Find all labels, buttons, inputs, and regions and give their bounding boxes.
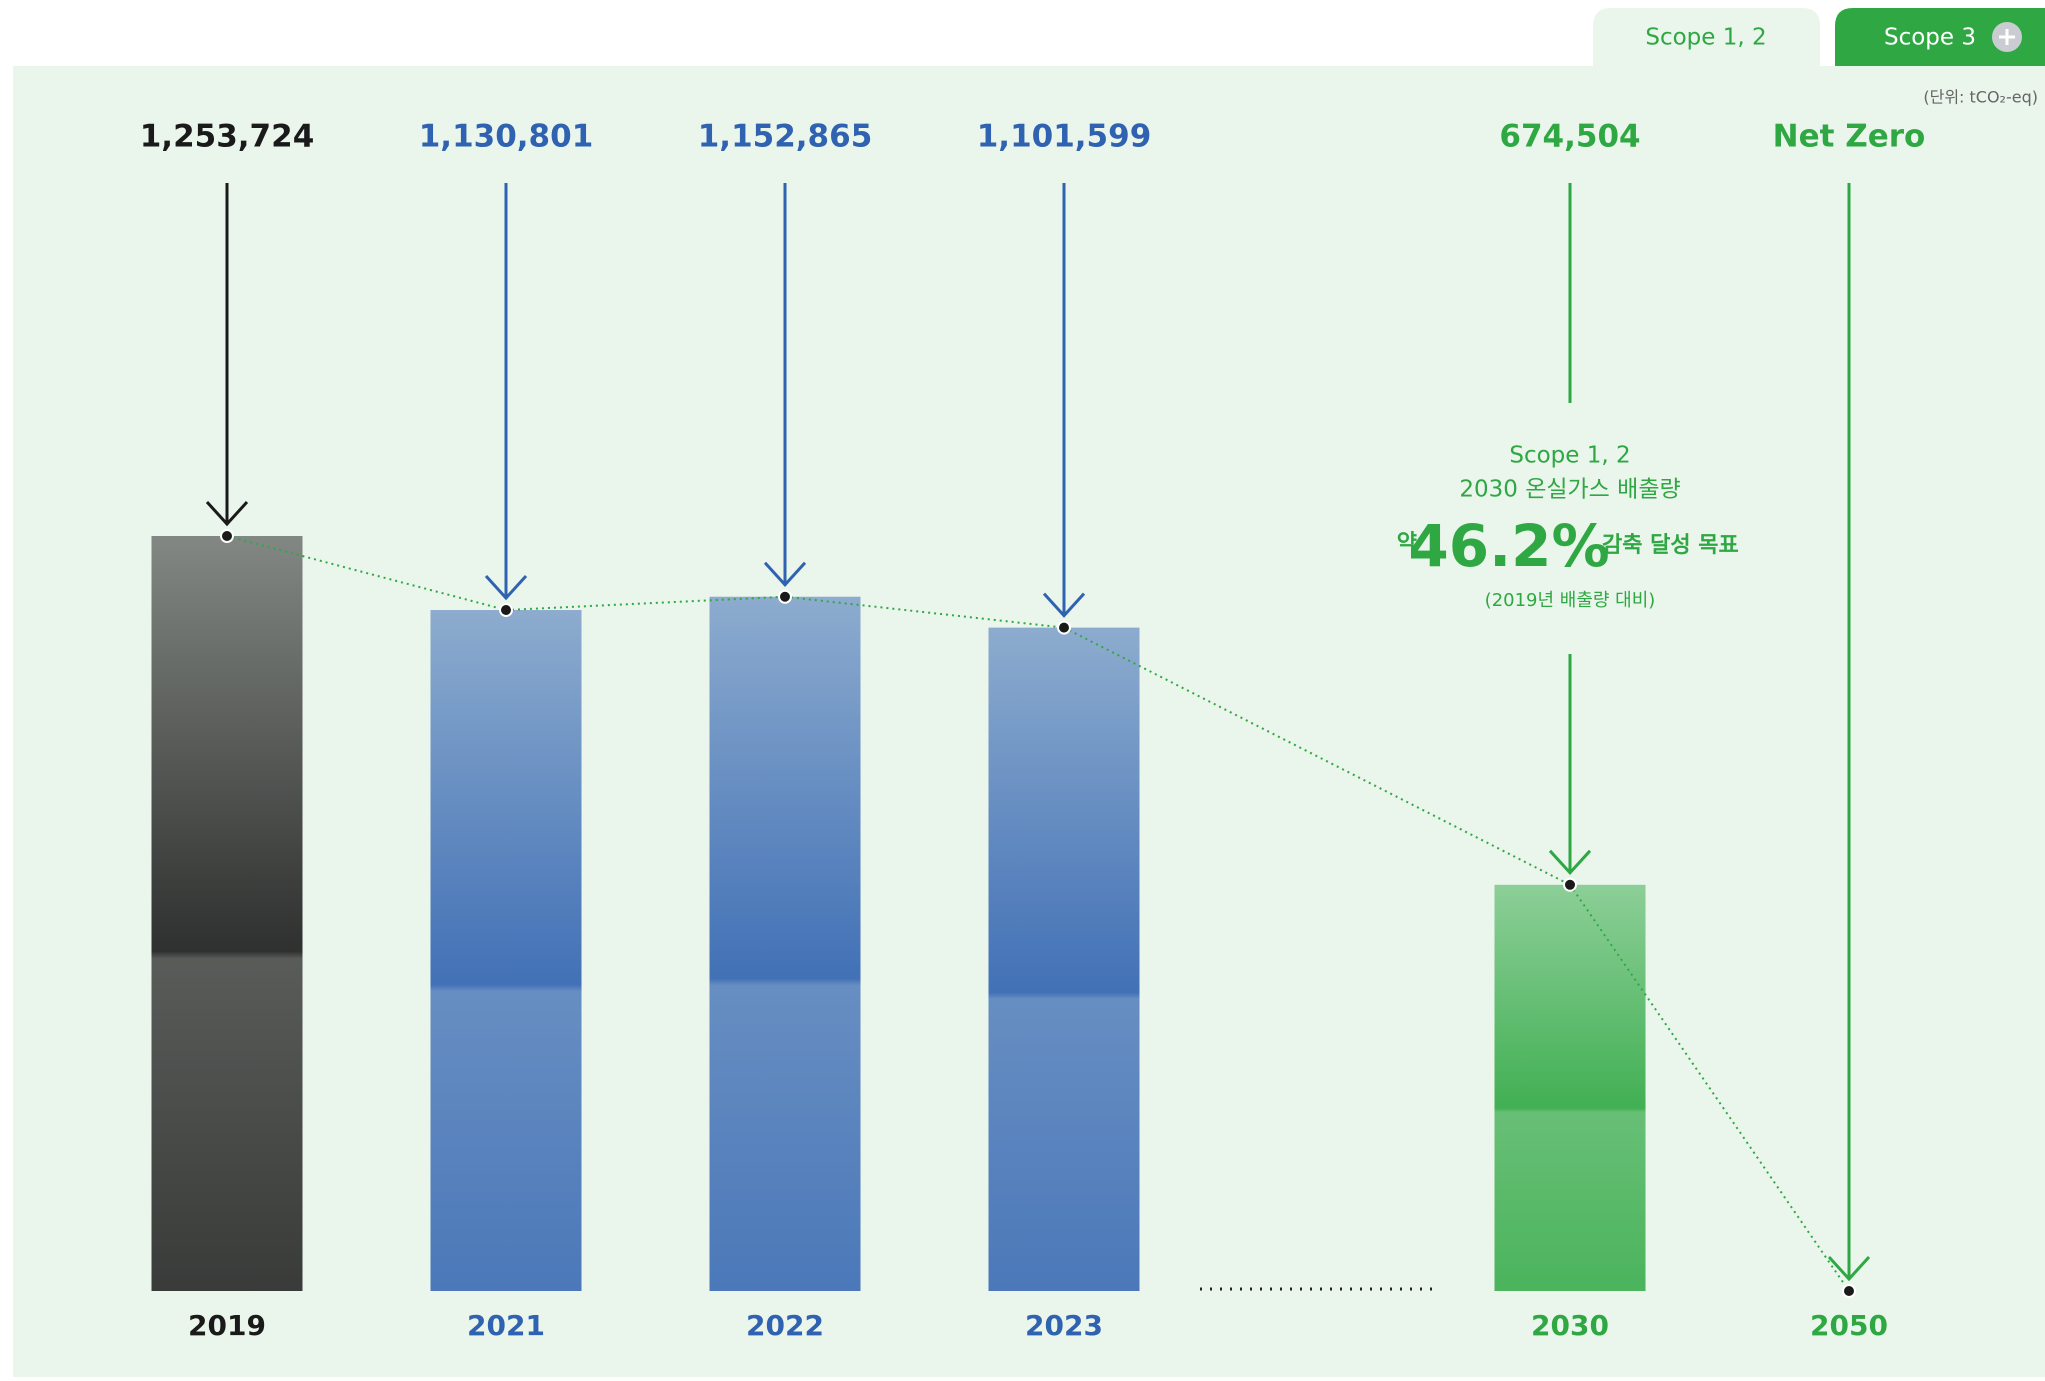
x-tick-label: 2021	[467, 1309, 545, 1342]
point	[1057, 620, 1071, 635]
trend-line	[1569, 884, 1850, 1292]
arrow-head	[1042, 592, 1086, 618]
value-label: 1,152,865	[698, 119, 873, 155]
bar	[430, 610, 582, 1291]
tab-active[interactable]	[1835, 8, 2045, 66]
annotation-line: Scope 1, 2	[1509, 443, 1630, 469]
arrow-head	[763, 561, 807, 587]
annotation-note: (2019년 배출량 대비)	[1485, 590, 1656, 611]
value-label: Net Zero	[1773, 119, 1926, 155]
point	[778, 589, 792, 604]
point	[220, 529, 234, 543]
x-tick-label: 2022	[746, 1309, 824, 1342]
bar	[709, 596, 861, 1291]
x-tick-label: 2023	[1025, 1309, 1103, 1342]
x-tick-label: 2030	[1531, 1309, 1609, 1342]
tab-label[interactable]: Scope 1, 2	[1645, 25, 1766, 51]
point	[499, 603, 513, 618]
trend-line	[505, 595, 786, 612]
value-label: 674,504	[1499, 119, 1640, 155]
trend-line	[226, 535, 507, 611]
annotation-highlight: 46.2%	[1408, 512, 1609, 580]
unit: (단위: tCO₂-eq)	[1923, 88, 2038, 107]
annotation-prefix: 약	[1397, 531, 1417, 556]
tab[interactable]	[1593, 8, 1820, 66]
plus-sign	[1999, 29, 2015, 45]
annotation: Scope 1, 2 2030 온실가스 배출량 약 46.2% 감축 달성 목…	[1397, 443, 1739, 612]
annotation-suffix: 감축 달성 목표	[1602, 533, 1739, 558]
x-tick-label: 2050	[1810, 1309, 1888, 1342]
arrow-head	[1548, 849, 1592, 876]
point	[1563, 877, 1577, 892]
value-label: 1,101,599	[977, 119, 1152, 155]
trend-line	[1063, 626, 1571, 886]
bar	[151, 536, 303, 1291]
arrow-head	[484, 575, 528, 601]
tab-label[interactable]: Scope 3	[1884, 25, 1976, 51]
x-tick-label: 2019	[188, 1309, 266, 1342]
bar	[1494, 884, 1646, 1291]
value-label: 1,130,801	[419, 119, 594, 155]
value-label: 1,253,724	[140, 119, 315, 155]
arrow-head	[1827, 1255, 1871, 1282]
arrow-head	[205, 500, 249, 527]
bar	[988, 627, 1140, 1291]
point	[1842, 1284, 1856, 1298]
annotation-line: 2030 온실가스 배출량	[1459, 477, 1680, 503]
